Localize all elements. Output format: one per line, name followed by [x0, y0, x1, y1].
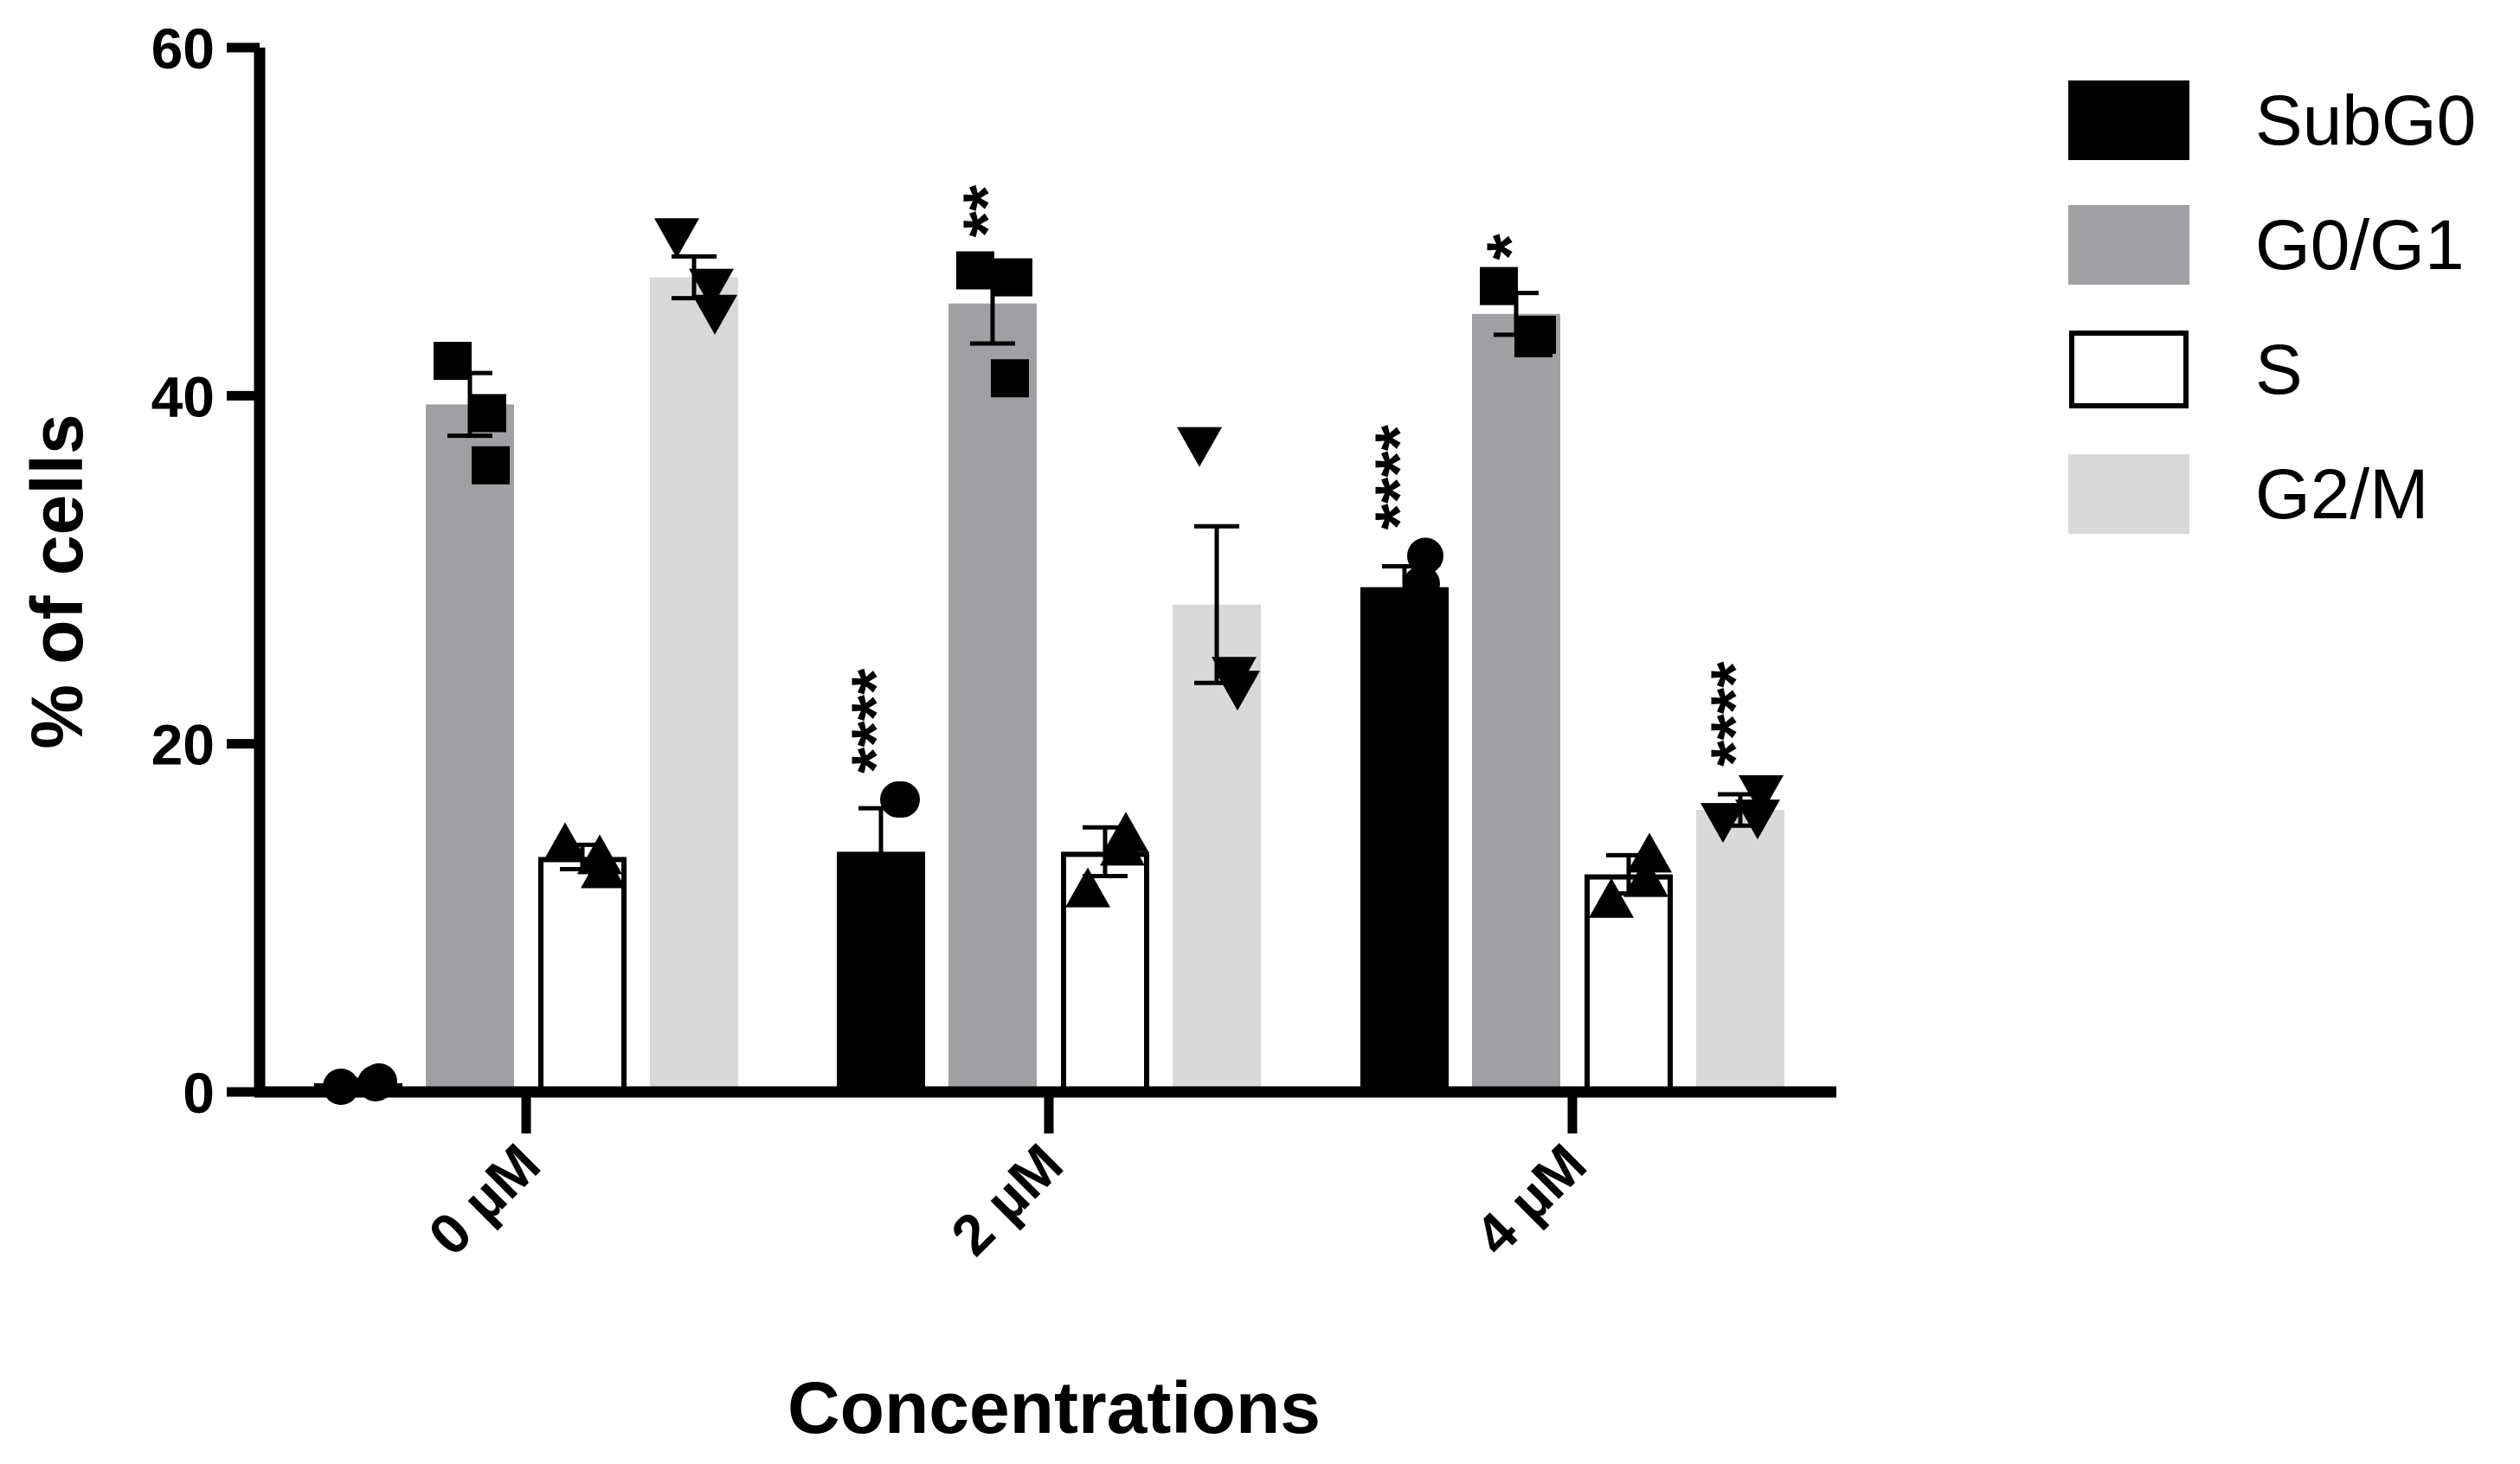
bar-g0-g1-4-m [1472, 313, 1560, 1092]
point-s-4-m-1 [1589, 877, 1634, 918]
point-subg0-4-m-2 [1407, 537, 1443, 575]
legend-swatch-g0-g1 [2068, 205, 2189, 285]
point-subg0-2-m-1 [845, 882, 882, 919]
x-tick-label-0-m: 0 µM [416, 1132, 552, 1268]
point-g0-g1-0-m-2 [472, 446, 510, 485]
y-tick-label-20: 20 [151, 713, 215, 777]
legend-swatch-s [2069, 331, 2189, 408]
x-ticks: 0 µM 2 µM 4 µM [416, 1092, 1598, 1268]
legend-swatch-g2-m [2068, 454, 2189, 534]
significance-layer: *************** [837, 184, 1772, 774]
point-g2-m-2-m-3 [1212, 657, 1257, 697]
x-axis-title: Concentrations [788, 1367, 1321, 1448]
bar-subg0-4-m [1360, 587, 1449, 1092]
legend-label-g0-g1: G0/G1 [2255, 206, 2465, 285]
significance-subg0-2-m: **** [837, 668, 913, 774]
legend: SubG0 G0/G1 S G2/M [2068, 80, 2476, 534]
point-s-0-m-1 [543, 822, 588, 863]
legend-label-g2-m: G2/M [2255, 455, 2428, 534]
bars-layer [314, 277, 1784, 1095]
x-tick-label-2-m: 2 µM [939, 1132, 1075, 1268]
legend-label-subg0: SubG0 [2255, 81, 2476, 160]
point-g0-g1-0-m-1 [434, 342, 472, 381]
point-g0-g1-4-m-1 [1480, 266, 1518, 305]
point-s-2-m-3 [1100, 825, 1145, 866]
significance-g0-g1-2-m: ** [948, 184, 1025, 237]
point-g2-m-0-m-2 [692, 294, 737, 335]
point-g2-m-2-m-1 [1177, 427, 1222, 467]
point-g0-g1-4-m-3 [1514, 318, 1552, 357]
point-subg0-4-m-1 [1369, 603, 1405, 640]
points-layer [323, 218, 1784, 1105]
point-subg0-2-m-3 [880, 781, 916, 819]
point-g2-m-4-m-3 [1735, 799, 1780, 840]
point-g2-m-4-m-1 [1700, 803, 1745, 844]
point-s-2-m-1 [1065, 867, 1110, 908]
point-g0-g1-0-m-3 [468, 394, 506, 433]
point-g0-g1-2-m-1 [956, 251, 994, 290]
bar-g0-g1-2-m [948, 303, 1037, 1093]
significance-subg0-4-m: **** [1360, 424, 1437, 530]
point-g0-g1-2-m-3 [991, 359, 1029, 398]
point-s-4-m-2 [1627, 832, 1672, 873]
point-g2-m-0-m-1 [654, 218, 699, 259]
legend-swatch-subg0 [2068, 80, 2189, 160]
y-tick-label-0: 0 [183, 1061, 215, 1125]
y-tick-label-40: 40 [151, 364, 215, 428]
y-ticks: 0 20 40 60 [151, 16, 260, 1125]
legend-item-g0-g1: G0/G1 [2068, 205, 2465, 285]
y-axis-title: % of cells [16, 414, 98, 748]
bar-s-0-m [538, 857, 627, 1095]
point-s-4-m-3 [1623, 857, 1668, 897]
significance-g0-g1-4-m: * [1472, 234, 1548, 260]
point-subg0-4-m-3 [1404, 565, 1440, 602]
y-tick-label-60: 60 [151, 16, 215, 80]
bar-g2-m-0-m [650, 277, 738, 1092]
legend-label-s: S [2255, 331, 2303, 409]
x-tick-label-4-m: 4 µM [1462, 1132, 1598, 1268]
point-g2-m-0-m-3 [689, 268, 734, 309]
legend-item-s: S [2069, 331, 2303, 409]
bar-g2-m-4-m [1696, 810, 1784, 1092]
point-s-0-m-3 [577, 834, 622, 875]
point-g2-m-4-m-2 [1739, 774, 1784, 815]
legend-item-g2-m: G2/M [2068, 454, 2428, 534]
legend-item-subg0: SubG0 [2068, 80, 2476, 160]
significance-g2-m-4-m: **** [1696, 661, 1772, 767]
point-g0-g1-2-m-2 [994, 258, 1032, 297]
bar-g0-g1-0-m [426, 404, 514, 1092]
